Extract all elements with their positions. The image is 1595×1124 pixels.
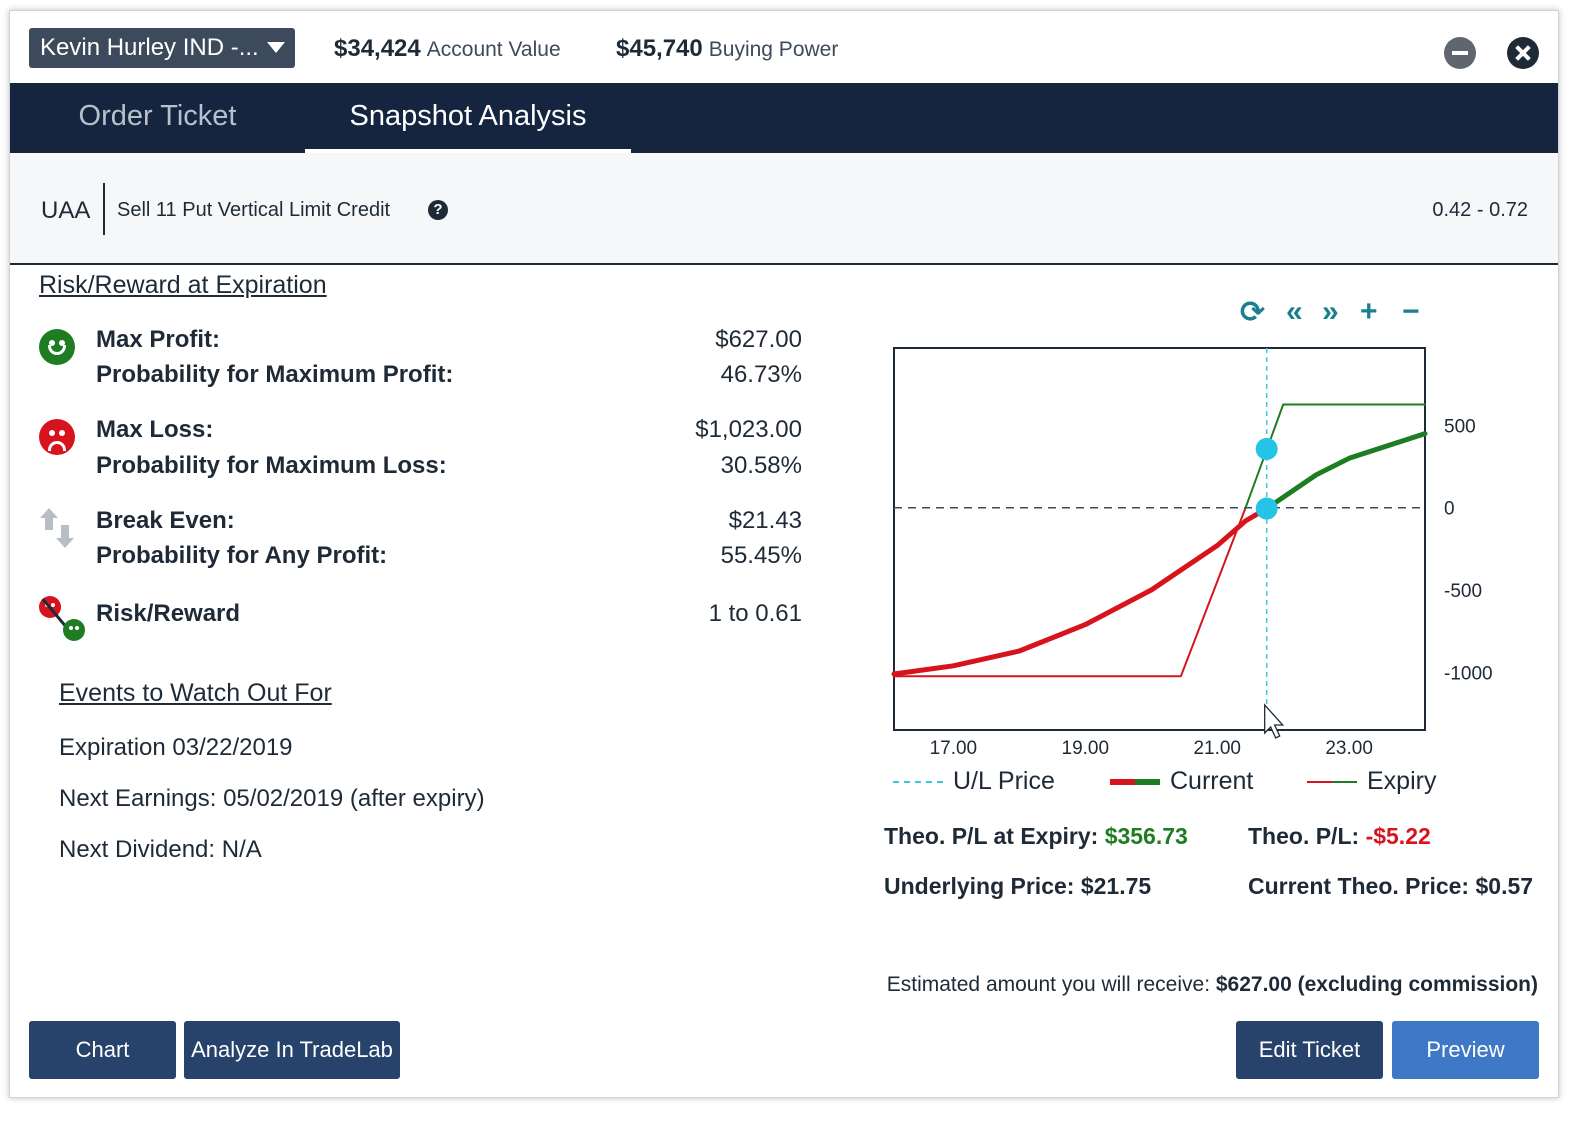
account-value-amount: $34,424 [334,35,421,62]
break-even-label: Break Even: [96,507,235,534]
frown-icon [39,419,75,455]
legend-current-label: Current [1170,767,1254,795]
refresh-icon[interactable]: ⟳ [1240,296,1266,329]
estimated-amount: Estimated amount you will receive: $627.… [887,973,1538,997]
chart-button[interactable]: Chart [29,1021,176,1079]
theo-pl-expiry-label: Theo. P/L at Expiry: [884,823,1099,849]
edit-ticket-button[interactable]: Edit Ticket [1236,1021,1383,1079]
current-line-profit-segment [1265,431,1428,511]
order-window: Kevin Hurley IND -... $34,424 Account Val… [9,10,1559,1098]
prob-max-profit-value: 46.73% [720,361,802,388]
buying-power-amount: $45,740 [616,35,703,62]
account-selector[interactable]: Kevin Hurley IND -... [29,28,295,68]
current-theo-price: Current Theo. Price: $0.57 [1248,873,1534,899]
order-description: Sell 11 Put Vertical Limit Credit [117,199,391,221]
plot-frame [893,347,1426,731]
underlying-price: Underlying Price: $21.75 [884,873,1152,899]
price-marker-0 [1255,437,1278,460]
analyze-in-tradelab-button[interactable]: Analyze In TradeLab [184,1021,400,1079]
risk-reward-value: 1 to 0.61 [708,600,802,627]
max-loss-label: Max Loss: [96,416,214,443]
next-dividend: Next Dividend: N/A [59,836,262,863]
events-title: Events to Watch Out For [59,679,332,707]
max-profit-value: $627.00 [715,326,802,353]
tab-order-ticket[interactable]: Order Ticket [78,100,237,132]
zoom-in-icon[interactable]: + [1360,295,1378,328]
prob-any-profit-label: Probability for Any Profit: [96,542,388,569]
prob-max-loss-label: Probability for Maximum Loss: [96,452,447,479]
estimate-amount: $627.00 (excluding commission) [1215,973,1538,996]
y-tick-label: -1000 [1444,663,1493,684]
x-tick-label: 19.00 [1062,738,1110,759]
theo-pl-value: -$5.22 [1365,823,1431,849]
mouse-cursor-icon [1264,703,1285,739]
order-summary-strip: UAA Sell 11 Put Vertical Limit Credit ? … [10,153,1558,265]
legend-swatch-thick [1110,779,1160,786]
account-name: Kevin Hurley IND -... [40,34,259,61]
smiley-icon [39,329,75,365]
minimize-icon[interactable] [1444,37,1476,69]
up-down-arrows-icon [40,508,74,548]
legend-current: Current [1110,767,1253,796]
price-marker-1 [1255,497,1278,520]
tab-snapshot-analysis[interactable]: Snapshot Analysis [305,83,631,153]
theo-pl-expiry-value: $356.73 [1104,823,1188,849]
risk-reward-title: Risk/Reward at Expiration [39,271,327,299]
prob-any-profit-value: 55.45% [720,542,802,569]
help-icon[interactable]: ? [428,200,448,220]
legend-swatch-thin [1307,781,1357,784]
expiry-line-profit-segment [1244,403,1426,509]
price-range: 0.42 - 0.72 [1432,199,1528,221]
prob-max-loss-value: 30.58% [720,452,802,479]
caret-down-icon [267,42,285,53]
x-tick-label: 17.00 [930,738,978,759]
break-even-value: $21.43 [728,507,802,534]
risk-reward-ratio-icon [38,595,88,643]
x-tick-label: 23.00 [1325,738,1373,759]
symbol: UAA [41,197,91,224]
next-earnings: Next Earnings: 05/02/2019 (after expiry) [59,785,485,812]
max-loss-value: $1,023.00 [695,416,802,443]
prob-max-profit-label: Probability for Maximum Profit: [96,361,454,388]
pl-chart[interactable]: 17.00 19.00 21.00 23.00 500 0 -500 -1000 [880,341,1520,781]
account-value: $34,424 Account Value [334,35,561,63]
buying-power-label: Buying Power [708,38,839,61]
y-tick-label: 500 [1444,416,1476,437]
y-tick-label: -500 [1444,581,1482,602]
zoom-out-icon[interactable]: − [1402,295,1420,328]
legend-expiry-label: Expiry [1367,767,1437,795]
expiry-line-loss-segment [893,506,1247,678]
header: Kevin Hurley IND -... $34,424 Account Val… [10,11,1558,83]
legend-expiry: Expiry [1307,767,1436,796]
theo-pl: Theo. P/L: -$5.22 [1248,823,1431,850]
preview-button[interactable]: Preview [1392,1021,1539,1079]
divider [103,183,105,235]
legend-swatch-dashed [893,781,943,784]
close-icon[interactable] [1507,37,1539,69]
tab-bar: Order Ticket Snapshot Analysis [10,83,1558,153]
theo-pl-label: Theo. P/L: [1248,823,1360,849]
legend-ul-price: U/L Price [893,767,1055,796]
chevrons-left-icon[interactable]: « [1286,295,1303,328]
estimate-prefix: Estimated amount you will receive: [886,973,1216,996]
expiration-date: Expiration 03/22/2019 [59,734,293,761]
account-value-label: Account Value [426,38,561,61]
y-tick-label: 0 [1444,499,1455,520]
risk-reward-label: Risk/Reward [96,600,241,627]
max-profit-label: Max Profit: [96,326,221,353]
legend-ul-price-label: U/L Price [953,767,1055,795]
chevrons-right-icon[interactable]: » [1322,295,1339,328]
x-tick-label: 21.00 [1193,738,1241,759]
buying-power: $45,740 Buying Power [616,35,838,63]
theo-pl-expiry: Theo. P/L at Expiry: $356.73 [884,823,1188,850]
